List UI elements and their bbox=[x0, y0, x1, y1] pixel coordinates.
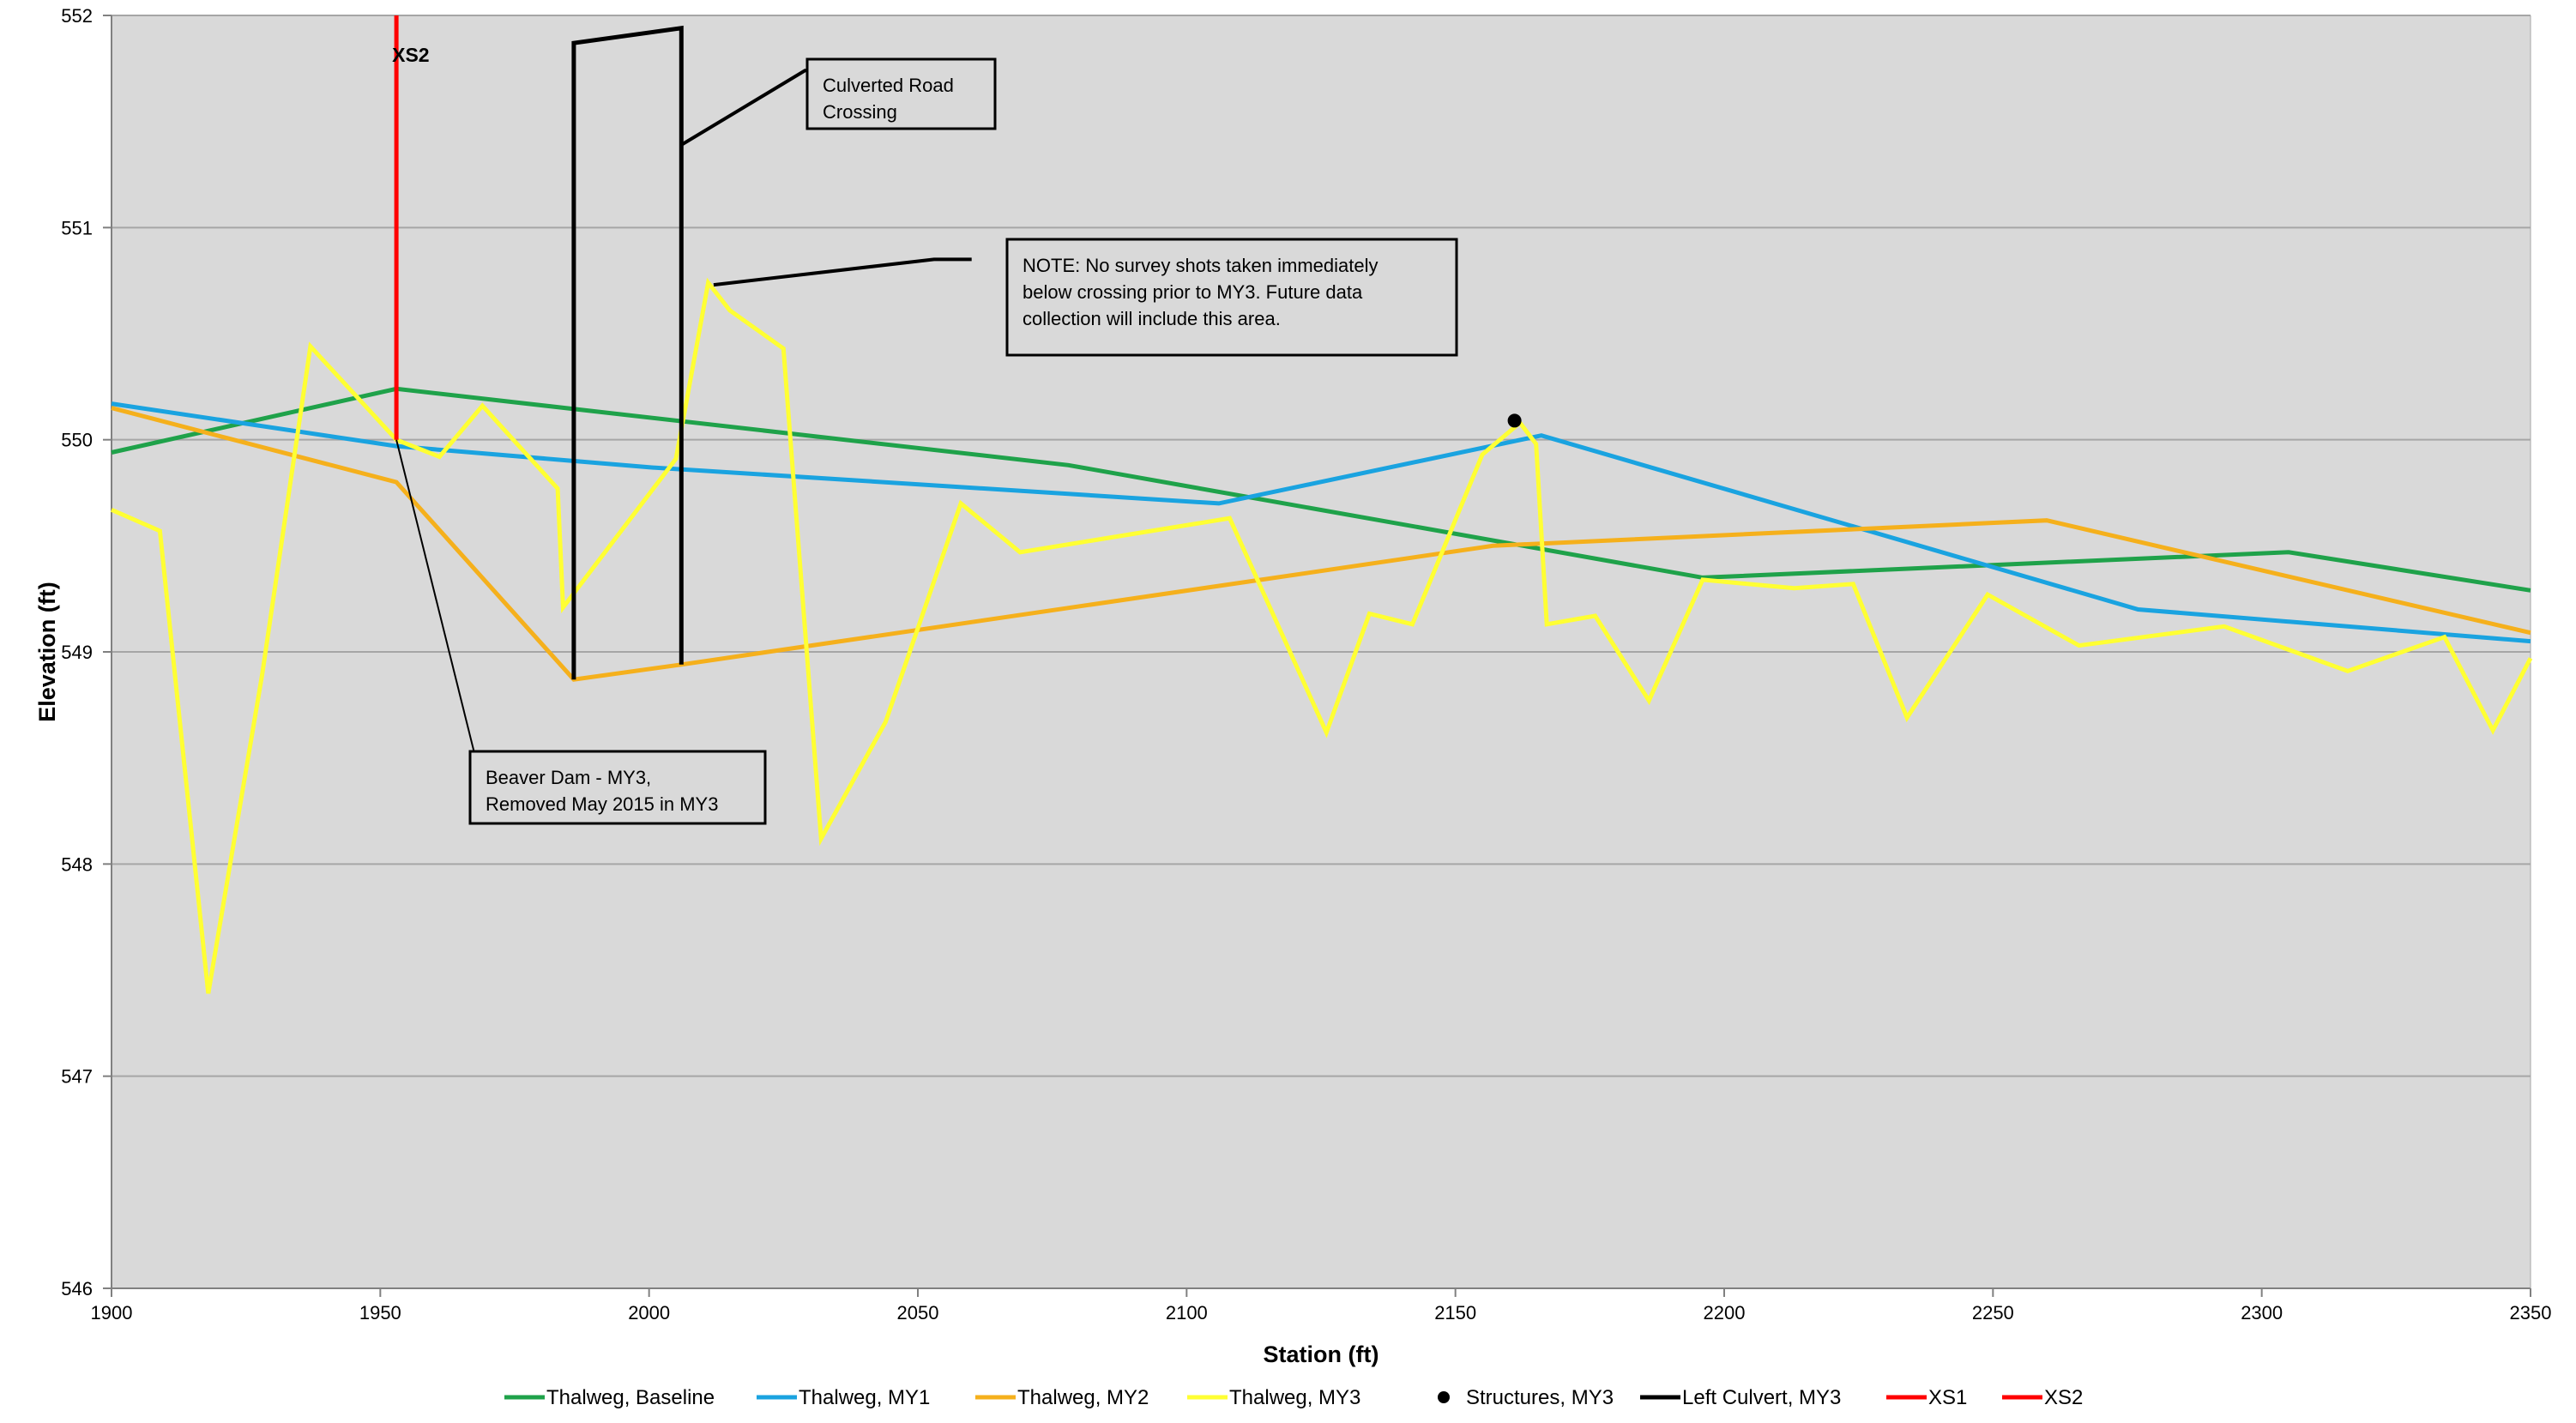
culvert-callout-text-line: Crossing bbox=[823, 101, 897, 123]
x-tick-label: 2250 bbox=[1972, 1302, 2014, 1324]
culvert-callout-text-line: Culverted Road bbox=[823, 75, 954, 96]
x-tick-label: 2150 bbox=[1434, 1302, 1476, 1324]
legend-label: Thalweg, MY2 bbox=[1017, 1386, 1149, 1409]
x-tick-label: 1900 bbox=[91, 1302, 133, 1324]
legend-label: Structures, MY3 bbox=[1466, 1386, 1614, 1409]
y-tick-label: 547 bbox=[61, 1066, 93, 1088]
y-tick-label: 549 bbox=[61, 642, 93, 663]
y-tick-label: 548 bbox=[61, 853, 93, 875]
annotations: XS2 Culverted Road Crossing NOTE: No survey… bbox=[392, 44, 1458, 825]
legend-label: XS1 bbox=[1928, 1386, 1967, 1409]
x-axis-title: Station (ft) bbox=[1264, 1342, 1379, 1367]
legend-label: XS2 bbox=[2044, 1386, 2083, 1409]
legend: Thalweg, Baseline Thalweg, MY1 Thalweg, MY… bbox=[504, 1386, 2083, 1409]
y-axis-title: Elevation (ft) bbox=[34, 582, 60, 722]
x-tick-label: 2200 bbox=[1704, 1302, 1746, 1324]
series-group bbox=[110, 15, 2533, 994]
legend-label: Thalweg, Baseline bbox=[546, 1386, 715, 1409]
y-tick-label: 546 bbox=[61, 1278, 93, 1299]
legend-marker-structures-my3 bbox=[1438, 1391, 1450, 1403]
note-leader bbox=[713, 257, 972, 287]
legend-label: Left Culvert, MY3 bbox=[1682, 1386, 1841, 1409]
y-tick-label: 552 bbox=[61, 5, 93, 27]
note-callout-box bbox=[1005, 238, 1458, 357]
legend-label: Thalweg, MY3 bbox=[1229, 1386, 1360, 1409]
beaver-callout-text-line: Beaver Dam - MY3, bbox=[486, 767, 651, 788]
y-tick-label: 550 bbox=[61, 430, 93, 451]
series-point-structures-my3 bbox=[1507, 413, 1522, 428]
legend-item-thalweg-my1: Thalweg, MY1 bbox=[757, 1386, 930, 1409]
legend-item-xs1: XS1 bbox=[1886, 1386, 1967, 1409]
legend-item-left-culvert-my3: Left Culvert, MY3 bbox=[1640, 1386, 1841, 1409]
series-line-thalweg-baseline bbox=[111, 386, 2531, 593]
beaver-leader bbox=[395, 439, 484, 787]
y-tick-labels: 546 547 548 549 550 551 552 bbox=[61, 5, 112, 1299]
x-tick-label: 2050 bbox=[897, 1302, 939, 1324]
y-tick-label: 551 bbox=[61, 217, 93, 238]
x-tick-labels: 1900 1950 2000 2050 2100 2150 2200 2250 2300 2350 bbox=[91, 1288, 2552, 1324]
legend-item-thalweg-my2: Thalweg, MY2 bbox=[975, 1386, 1149, 1409]
beaver-callout-text-line: Removed May 2015 in MY3 bbox=[486, 793, 718, 815]
series-line-thalweg-my3 bbox=[110, 277, 2533, 994]
x-tick-label: 1950 bbox=[359, 1302, 401, 1324]
x-tick-label: 2000 bbox=[628, 1302, 670, 1324]
legend-label: Thalweg, MY1 bbox=[799, 1386, 930, 1409]
legend-item-structures-my3: Structures, MY3 bbox=[1438, 1386, 1614, 1409]
note-callout-text-line: collection will include this area. bbox=[1023, 308, 1281, 329]
x-tick-label: 2300 bbox=[2241, 1302, 2283, 1324]
series-line-thalweg-my1 bbox=[111, 401, 2531, 644]
xs2-label: XS2 bbox=[392, 44, 429, 66]
legend-item-thalweg-baseline: Thalweg, Baseline bbox=[504, 1386, 715, 1409]
legend-item-thalweg-my3: Thalweg, MY3 bbox=[1187, 1386, 1360, 1409]
note-callout-text-line: below crossing prior to MY3. Future data bbox=[1023, 281, 1363, 303]
note-callout-text-line: NOTE: No survey shots taken immediately bbox=[1023, 255, 1378, 276]
x-tick-label: 2100 bbox=[1166, 1302, 1208, 1324]
beaver-callout-box bbox=[468, 750, 767, 825]
culvert-callout-box bbox=[805, 57, 997, 130]
legend-item-xs2: XS2 bbox=[2002, 1386, 2083, 1409]
series-line-left-culvert-my3 bbox=[571, 25, 684, 680]
x-tick-label: 2350 bbox=[2510, 1302, 2552, 1324]
